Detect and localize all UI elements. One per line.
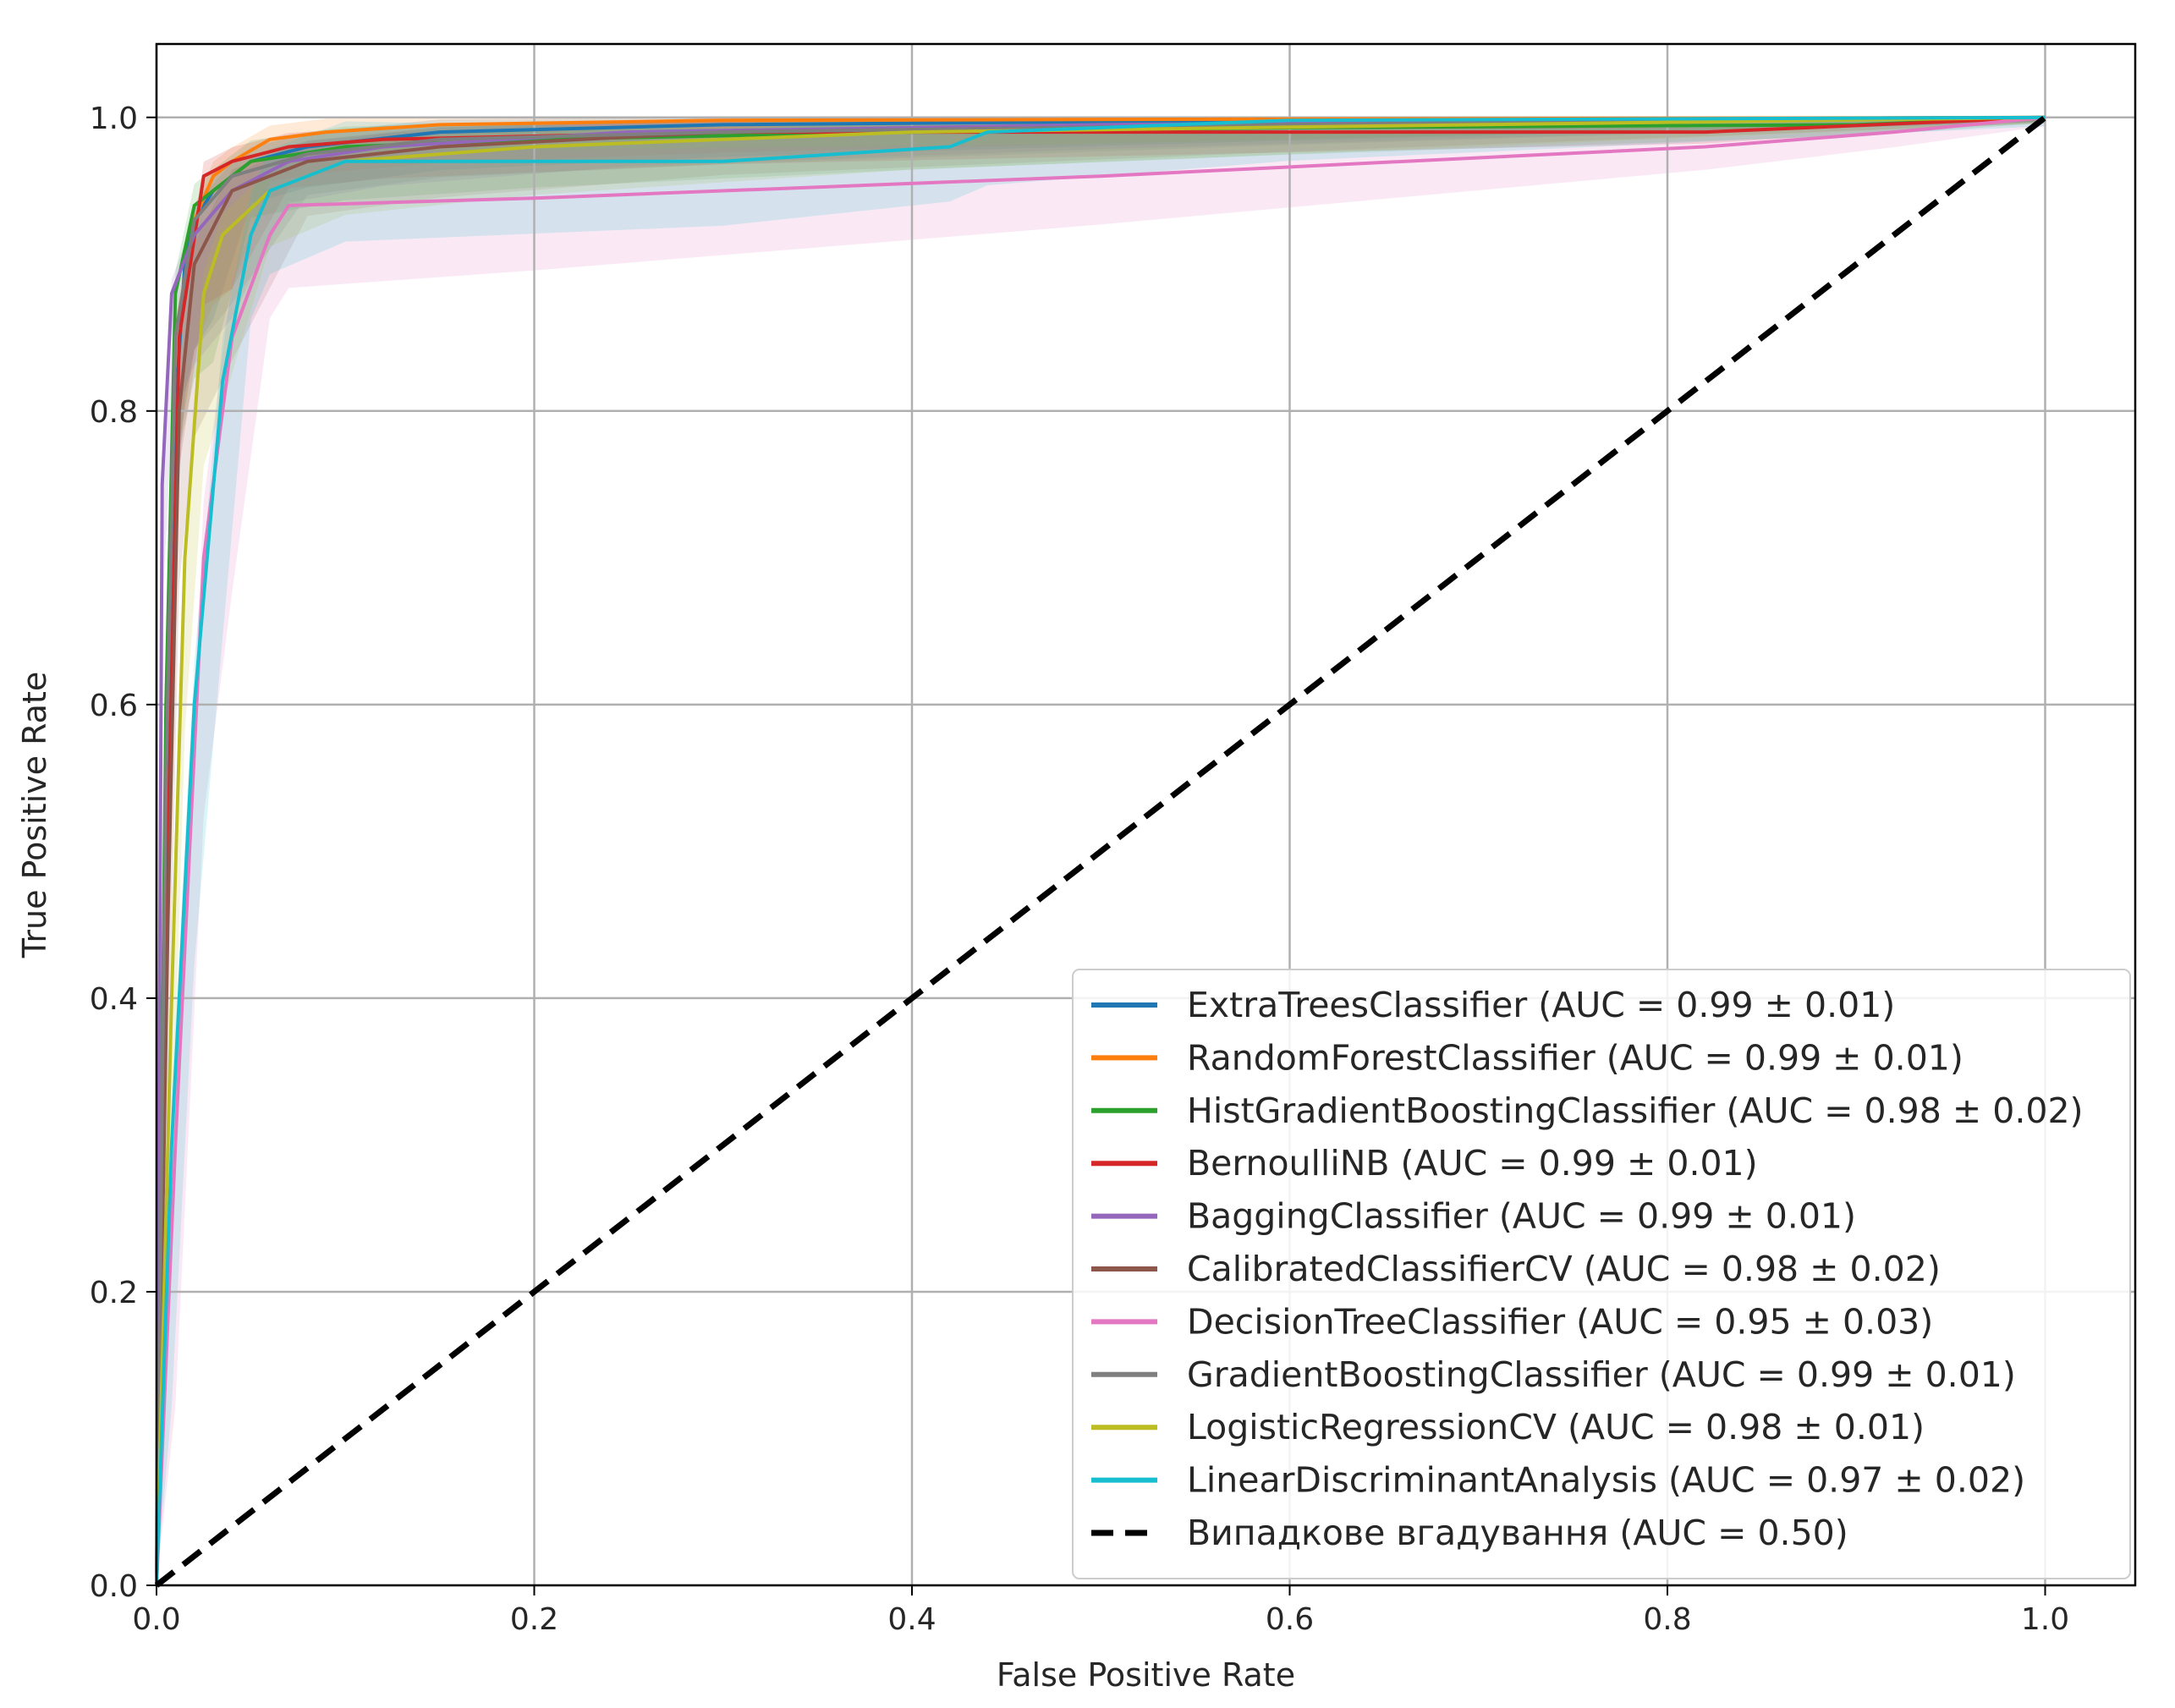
x-tick-label: 1.0: [2021, 1602, 2069, 1637]
series-line-6: [155, 115, 2046, 1586]
y-tick-label: 0.4: [90, 982, 138, 1017]
legend-entry-2: HistGradientBoostingClassifier (AUC = 0.…: [1187, 1090, 2084, 1131]
legend-entry-10: Випадкове вгадування (AUC = 0.50): [1187, 1513, 1848, 1553]
x-tick-label: 0.8: [1643, 1602, 1691, 1637]
axis-ticks: 0.0 0.2 0.4 0.6 0.8 1.0 0.0 0.2 0.4 0.6 0.8 1.0: [90, 102, 2069, 1637]
plot-frame: [155, 42, 2137, 1587]
legend-entry-3: BernoulliNB (AUC = 0.99 ± 0.01): [1187, 1143, 1758, 1184]
x-tick-label: 0.6: [1266, 1602, 1314, 1637]
series-line-10: [154, 115, 2047, 1588]
series-line-4: [155, 115, 2046, 1586]
series-line-7: [155, 115, 2046, 1586]
axes-frame: [155, 42, 2137, 1587]
confidence-bands: [157, 117, 2046, 1585]
legend-entry-0: ExtraTreesClassifier (AUC = 0.99 ± 0.01): [1187, 985, 1895, 1025]
legend-entry-5: CalibratedClassifierCV (AUC = 0.98 ± 0.0…: [1187, 1249, 1941, 1289]
legend-entry-4: BaggingClassifier (AUC = 0.99 ± 0.01): [1187, 1196, 1856, 1237]
legend: ExtraTreesClassifier (AUC = 0.99 ± 0.01)…: [1072, 969, 2131, 1579]
legend-entry-9: LinearDiscriminantAnalysis (AUC = 0.97 ±…: [1187, 1460, 2025, 1501]
legend-entry-7: GradientBoostingClassifier (AUC = 0.99 ±…: [1187, 1354, 2016, 1395]
series-line-9: [155, 115, 2046, 1586]
x-axis-label: False Positive Rate: [997, 1656, 1295, 1694]
x-tick-label: 0.0: [132, 1602, 180, 1637]
x-tick-label: 0.4: [887, 1602, 936, 1637]
legend-box: [1072, 969, 2131, 1579]
legend-entry-1: RandomForestClassifier (AUC = 0.99 ± 0.0…: [1187, 1037, 1964, 1078]
y-tick-label: 0.2: [90, 1276, 138, 1310]
y-axis-label: True Positive Rate: [16, 672, 53, 959]
x-tick-label: 0.2: [510, 1602, 558, 1637]
legend-entry-6: DecisionTreeClassifier (AUC = 0.95 ± 0.0…: [1187, 1301, 1933, 1342]
y-tick-label: 0.0: [90, 1569, 138, 1604]
y-tick-label: 0.6: [90, 689, 138, 723]
y-tick-label: 0.8: [90, 395, 138, 430]
series-lines: [154, 115, 2047, 1588]
legend-entry-8: LogisticRegressionCV (AUC = 0.98 ± 0.01): [1187, 1407, 1925, 1447]
y-tick-label: 1.0: [90, 102, 138, 136]
confidence-band-6: [157, 117, 2046, 1585]
